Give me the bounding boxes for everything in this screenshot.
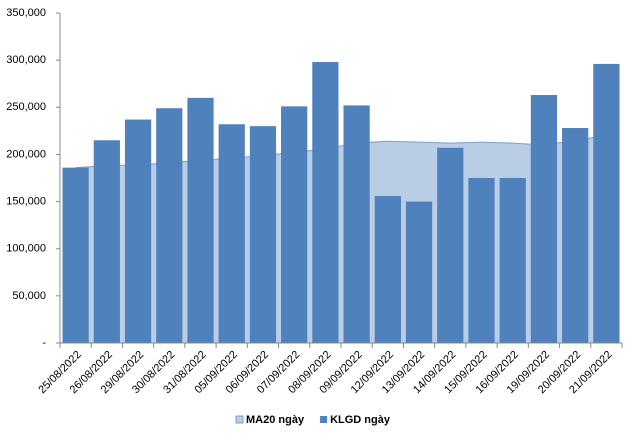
bar [437,147,464,343]
y-tick-label: 350,000 [6,7,46,19]
bar [343,105,370,344]
legend-label: KLGD ngày [330,414,391,426]
ma-area [75,135,607,343]
bar [405,201,433,343]
bar [530,95,558,344]
legend-label: MA20 ngày [246,414,305,426]
bar [593,63,620,344]
bar [249,126,277,344]
y-tick-label: 100,000 [6,243,46,255]
y-tick-label: 250,000 [6,101,46,113]
y-tick-label: 200,000 [6,148,46,160]
bar [499,178,526,343]
legend-swatch [235,415,244,424]
bar [468,178,495,343]
bar [62,167,89,343]
bar [187,97,214,343]
bar [374,195,401,343]
bar [312,62,339,344]
bar [156,108,183,343]
y-tick-label: - [42,337,46,349]
legend-swatch [320,416,328,423]
bar [281,106,308,343]
y-tick-label: 150,000 [6,195,46,207]
bar [562,128,589,343]
bar [124,119,152,344]
bar [93,140,120,343]
y-tick-label: 50,000 [12,290,46,302]
bar [218,124,245,343]
y-tick-label: 300,000 [6,54,46,66]
